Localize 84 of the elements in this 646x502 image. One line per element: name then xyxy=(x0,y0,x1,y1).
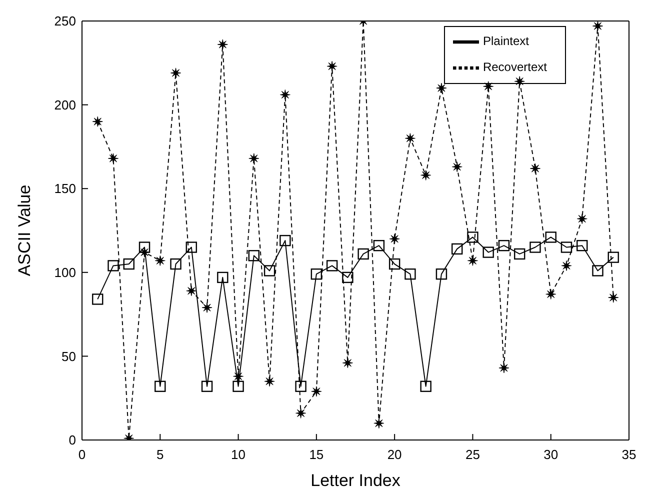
point xyxy=(248,250,260,262)
point xyxy=(467,255,478,266)
point xyxy=(530,163,540,174)
point xyxy=(561,260,572,271)
y-tick-label: 50 xyxy=(62,348,76,364)
legend-label: Plaintext xyxy=(482,34,529,48)
point xyxy=(342,272,354,284)
point xyxy=(154,380,166,392)
x-tick-label: 30 xyxy=(544,447,558,462)
x-tick-label: 0 xyxy=(78,447,86,462)
point xyxy=(108,260,119,272)
y-axis-title: ASCII Value xyxy=(15,184,34,276)
point xyxy=(217,39,228,50)
x-tick-label: 15 xyxy=(309,447,324,462)
x-tick-label: 5 xyxy=(156,447,164,462)
point xyxy=(154,255,166,266)
point xyxy=(560,242,572,253)
point xyxy=(373,240,385,252)
point xyxy=(608,292,619,303)
point xyxy=(264,265,276,276)
point xyxy=(452,162,462,172)
y-tick-label: 250 xyxy=(54,14,76,29)
point xyxy=(295,380,306,392)
point xyxy=(170,68,182,78)
point xyxy=(514,248,526,260)
point xyxy=(233,371,244,382)
point xyxy=(404,268,416,280)
point xyxy=(170,258,182,270)
point xyxy=(576,240,588,252)
point xyxy=(280,234,291,246)
y-tick-label: 200 xyxy=(54,97,76,112)
point xyxy=(388,258,400,270)
point xyxy=(326,61,338,72)
point xyxy=(592,265,604,276)
point xyxy=(138,242,150,253)
point xyxy=(201,380,213,392)
point xyxy=(482,246,494,258)
point xyxy=(389,234,400,244)
point xyxy=(451,243,463,255)
point xyxy=(514,76,525,87)
point xyxy=(546,288,556,300)
x-tick-label: 25 xyxy=(465,447,480,462)
point xyxy=(498,362,510,374)
point xyxy=(310,268,322,280)
point xyxy=(296,408,306,418)
point xyxy=(92,116,103,127)
point xyxy=(498,240,510,252)
point xyxy=(280,89,290,100)
point xyxy=(592,21,603,32)
point xyxy=(186,286,197,296)
point xyxy=(123,258,134,270)
point xyxy=(374,418,384,428)
point xyxy=(483,81,494,92)
point xyxy=(530,242,541,253)
point xyxy=(108,153,119,164)
legend-label: Recovertext xyxy=(482,60,547,74)
y-tick-label: 150 xyxy=(54,181,76,196)
point xyxy=(232,380,244,392)
point xyxy=(545,232,556,243)
point xyxy=(608,252,619,263)
y-tick-label: 100 xyxy=(54,265,76,280)
point xyxy=(92,294,104,305)
point xyxy=(404,133,416,144)
point xyxy=(342,358,353,368)
x-tick-label: 10 xyxy=(231,447,246,462)
point xyxy=(436,82,447,94)
point xyxy=(139,247,150,258)
point xyxy=(420,170,432,180)
point xyxy=(358,248,369,260)
y-tick-label: 0 xyxy=(68,432,76,448)
point xyxy=(217,272,228,284)
point xyxy=(264,376,275,387)
x-axis-title: Letter Index xyxy=(310,471,401,490)
x-tick-label: 35 xyxy=(622,447,636,462)
point xyxy=(326,260,338,272)
point xyxy=(311,386,322,397)
point xyxy=(248,153,260,164)
point xyxy=(436,268,448,280)
point xyxy=(576,214,588,224)
point xyxy=(202,302,212,313)
point xyxy=(420,380,432,392)
point xyxy=(186,242,197,253)
x-tick-label: 20 xyxy=(387,447,402,462)
point xyxy=(467,232,478,243)
